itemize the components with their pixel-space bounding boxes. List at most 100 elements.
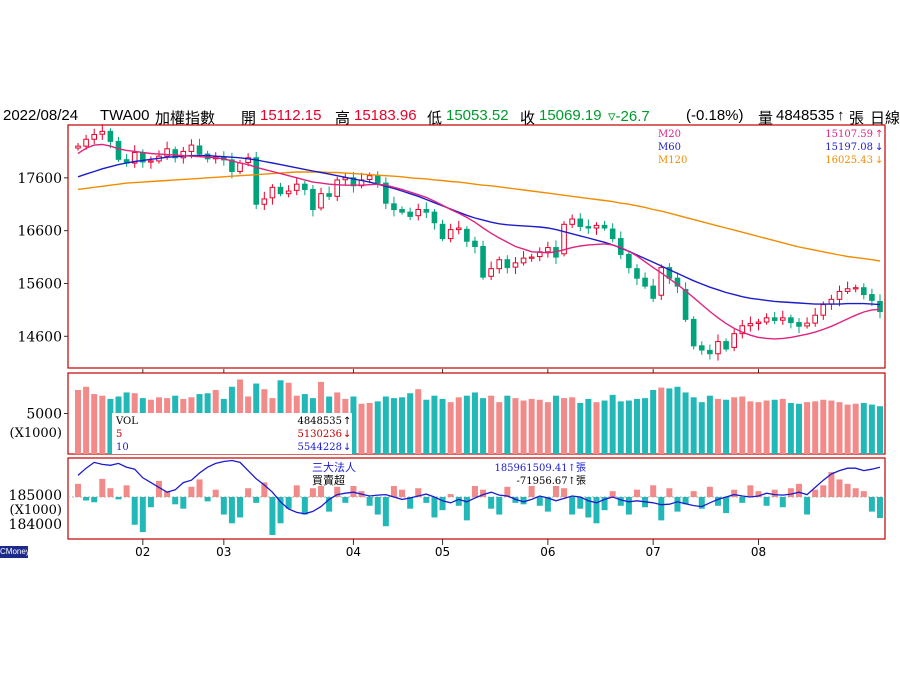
period-label: 日線 (870, 110, 900, 127)
net-buy-bar (577, 497, 584, 509)
net-buy-bar (471, 482, 478, 497)
change-value: ▿-26.7 (608, 108, 650, 125)
volume-bar (488, 395, 495, 454)
candle (852, 287, 859, 290)
price-tick-label: 14600 (17, 329, 62, 345)
candle (869, 294, 875, 301)
volume-value: 4848535 (776, 107, 835, 124)
net-buy-bar (860, 491, 867, 497)
volume-bar (552, 395, 559, 454)
candle (520, 257, 527, 264)
candle (99, 130, 106, 135)
net-buy-bar (326, 497, 333, 512)
volume-bar (658, 387, 665, 454)
net-buy-bar (755, 491, 762, 497)
volume-bar (439, 398, 446, 454)
net-buy-bar (309, 488, 316, 497)
candle (423, 209, 430, 213)
candle (658, 267, 665, 296)
net-buy-bar (739, 497, 746, 503)
candle (860, 287, 867, 296)
candle (383, 182, 389, 204)
volume-legend-arrow: ↓ (343, 442, 351, 453)
volume-bar (504, 395, 511, 454)
volume-bar (496, 402, 503, 454)
price-tick-label: 17600 (17, 171, 62, 187)
net-buy-bar (561, 488, 568, 497)
candle (115, 140, 122, 160)
candle (650, 285, 656, 299)
volume-legend-name: 5 (116, 429, 122, 440)
net-buy-bar (877, 497, 883, 519)
candle (172, 149, 179, 159)
quote-date: 2022/08/24 (3, 107, 79, 124)
candle (366, 175, 373, 181)
volume-bar (820, 399, 827, 454)
candle (804, 322, 810, 327)
candle (131, 151, 138, 164)
candle (91, 134, 98, 140)
candle (682, 288, 689, 320)
ma-legend-arrow: ↓ (875, 142, 883, 153)
candle (812, 314, 818, 324)
candle (196, 145, 203, 155)
volume-bar (382, 396, 389, 454)
net-buy-bar (480, 489, 487, 497)
net-buy-bar (131, 497, 138, 525)
net-buy-bar (496, 497, 503, 515)
net-buy-bar (253, 497, 260, 503)
volume-bar (431, 395, 438, 454)
candle (180, 150, 187, 159)
candle (75, 145, 81, 149)
volume-bar (795, 403, 802, 454)
month-label: 05 (435, 545, 450, 559)
volume-bar (463, 395, 470, 454)
net-buy-bar (91, 497, 98, 503)
candle (399, 209, 405, 213)
candle (480, 246, 486, 278)
net-buy-bar (180, 497, 187, 509)
candle (334, 179, 341, 197)
volume-bar (731, 397, 738, 454)
volume-bar (528, 398, 535, 454)
net-buy-bar (844, 483, 851, 497)
month-label: 02 (135, 545, 150, 559)
net-buy-bar (399, 489, 406, 497)
volume-legend-value: 5130236 (297, 429, 342, 440)
month-label: 07 (646, 545, 661, 559)
ma-legend-value: 15197.08 (825, 142, 873, 153)
candle (609, 228, 616, 240)
net-buy-bar (196, 479, 203, 497)
net-buy-bar (188, 486, 195, 497)
volume-bar (107, 398, 114, 454)
net-buy-bar (237, 497, 244, 518)
volume-legend-box (112, 413, 352, 454)
price-tick-label: 15600 (17, 276, 62, 292)
candle (747, 323, 754, 327)
net-buy-bar (714, 497, 721, 506)
net-buy-bar (633, 489, 640, 497)
net-buy-bar (763, 497, 770, 506)
net-buy-bar (552, 485, 559, 497)
net-buy-bar (423, 497, 430, 503)
volume-bar (399, 397, 406, 454)
net-buy-bar (804, 497, 811, 515)
candle (277, 186, 284, 195)
net-buy-bar (569, 497, 576, 515)
net-buy-bar (390, 485, 397, 497)
candle (302, 183, 308, 190)
institutional-tick-label: 185000 (9, 488, 62, 504)
candle (877, 300, 883, 313)
candle (642, 277, 648, 287)
candle (715, 341, 721, 355)
candle (844, 288, 851, 292)
change-percent: (-0.18%) (686, 107, 744, 124)
net-buy-bar (625, 497, 632, 515)
candle (293, 183, 300, 191)
net-buy-bar (164, 491, 171, 497)
high-label: 高 (335, 110, 351, 127)
institutional-holding-line (77, 459, 881, 515)
candle (601, 224, 608, 229)
net-buy-bar (585, 497, 592, 518)
net-buy-bar (123, 485, 130, 497)
